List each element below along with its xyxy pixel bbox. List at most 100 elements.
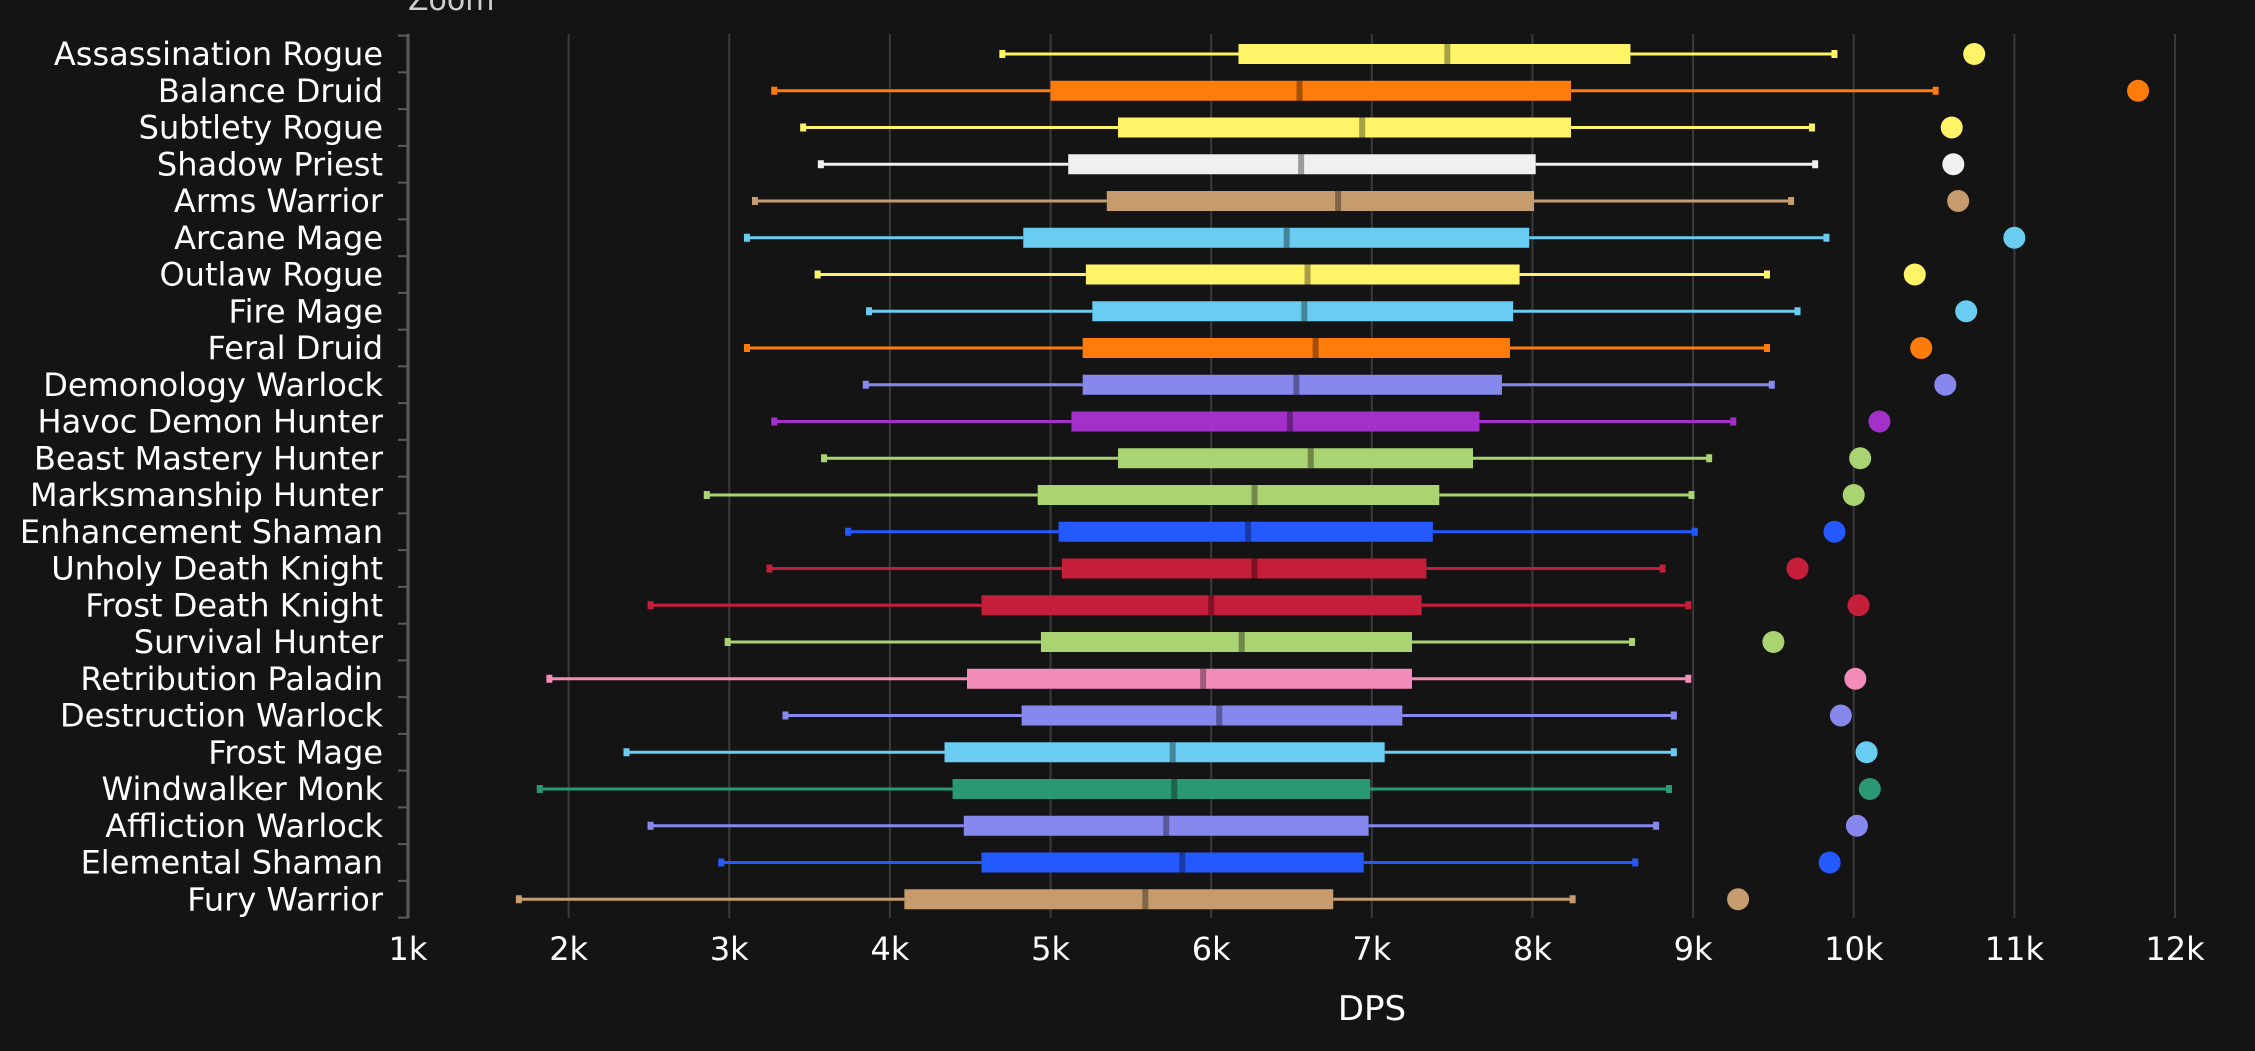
category-label: Outlaw Rogue [159, 256, 383, 294]
whisker-cap-low [743, 344, 750, 352]
median-mark [1283, 227, 1290, 248]
whisker-cap-low [766, 564, 773, 573]
category-label: Havoc Demon Hunter [38, 403, 384, 441]
grid-layer [567, 34, 2176, 918]
category-label: Fire Mage [229, 292, 384, 330]
category-label: Arcane Mage [174, 219, 383, 257]
whisker-cap-high [1706, 454, 1713, 463]
whisker-cap-low [536, 785, 543, 793]
max-point [1844, 667, 1867, 690]
whisker-cap-low [771, 417, 778, 426]
median-mark [1251, 558, 1258, 579]
category-label: Windwalker Monk [102, 770, 384, 808]
x-tick-label: 4k [870, 930, 909, 968]
median-mark [1298, 154, 1305, 175]
iqr-box [1068, 154, 1536, 175]
whisker-cap-low [845, 527, 852, 536]
max-point [1849, 447, 1872, 470]
max-point [1823, 520, 1846, 543]
max-point [1942, 153, 1965, 176]
median-mark [1359, 117, 1366, 138]
box-group [546, 667, 1867, 690]
whisker-cap-low [647, 821, 654, 830]
median-mark [1304, 264, 1311, 285]
box-group [515, 888, 1750, 911]
max-point [2003, 226, 2026, 249]
whisker-cap-low [821, 454, 828, 463]
x-tick-label: 12k [2145, 930, 2205, 968]
max-point [1829, 704, 1852, 727]
box-group [866, 300, 1978, 323]
category-label: Affliction Warlock [105, 807, 383, 845]
iqr-box [1040, 632, 1412, 652]
box-group [782, 704, 1852, 727]
whisker-cap-low [817, 160, 824, 169]
axis-layer [398, 34, 410, 919]
median-mark [1335, 191, 1342, 211]
whisker-cap-high [1632, 858, 1639, 867]
box-group [821, 447, 1872, 470]
category-label: Marksmanship Hunter [30, 476, 384, 514]
box-group [862, 373, 1957, 396]
box-group [771, 79, 2150, 102]
iqr-box [1118, 448, 1474, 469]
iqr-box [1118, 117, 1572, 138]
median-mark [1238, 632, 1245, 652]
category-label: Destruction Warlock [60, 697, 383, 735]
median-mark [1245, 521, 1252, 542]
iqr-box [963, 815, 1369, 836]
whisker-cap-low [718, 858, 725, 867]
max-point [1903, 263, 1926, 286]
whisker-cap-high [1932, 86, 1939, 95]
x-tick-label: 8k [1513, 930, 1552, 968]
box-group [817, 153, 1965, 176]
box-group [718, 851, 1841, 874]
iqr-box [1058, 521, 1433, 542]
box-group [814, 263, 1926, 286]
whisker-cap-low [866, 307, 873, 316]
x-tick-label: 2k [549, 930, 588, 968]
median-mark [1179, 852, 1186, 873]
category-label: Frost Mage [208, 733, 383, 771]
whisker-cap-high [1670, 748, 1677, 757]
max-point [1727, 888, 1750, 911]
median-mark [1208, 595, 1215, 616]
box-group [647, 594, 1870, 617]
whisker-cap-low [743, 233, 750, 242]
iqr-box [981, 595, 1422, 616]
zoom-label[interactable]: Zoom [408, 0, 494, 18]
x-tick-label: 11k [1985, 930, 2045, 968]
x-tick-label: 3k [710, 930, 749, 968]
median-mark [1296, 80, 1303, 101]
whisker-cap-high [1763, 344, 1770, 352]
box-group [800, 116, 1963, 139]
max-point [1858, 778, 1881, 800]
x-tick-label: 1k [389, 930, 428, 968]
whisker-cap-low [800, 123, 807, 132]
median-mark [1307, 448, 1314, 469]
median-mark [1286, 411, 1293, 432]
iqr-box [944, 742, 1385, 763]
max-point [1842, 484, 1865, 506]
whisker-cap-high [1730, 417, 1737, 426]
category-label: Demonology Warlock [43, 366, 383, 404]
iqr-box [1238, 44, 1631, 64]
category-label: Elemental Shaman [81, 844, 383, 882]
whisker-cap-high [1659, 564, 1666, 573]
iqr-box [1092, 301, 1514, 322]
category-label: Beast Mastery Hunter [34, 439, 384, 477]
category-label: Feral Druid [208, 329, 383, 367]
whisker-cap-high [1629, 638, 1636, 646]
max-point [1940, 116, 1963, 139]
whisker-cap-high [1763, 270, 1770, 279]
whisker-cap-high [1808, 123, 1815, 132]
max-point [1910, 337, 1933, 359]
iqr-box [1071, 411, 1480, 432]
category-label: Shadow Priest [157, 145, 383, 183]
iqr-box [1023, 227, 1530, 248]
iqr-box [1085, 264, 1520, 285]
x-tick-label: 6k [1192, 930, 1231, 968]
whisker-cap-high [1665, 785, 1672, 793]
whisker-cap-low [724, 638, 731, 646]
